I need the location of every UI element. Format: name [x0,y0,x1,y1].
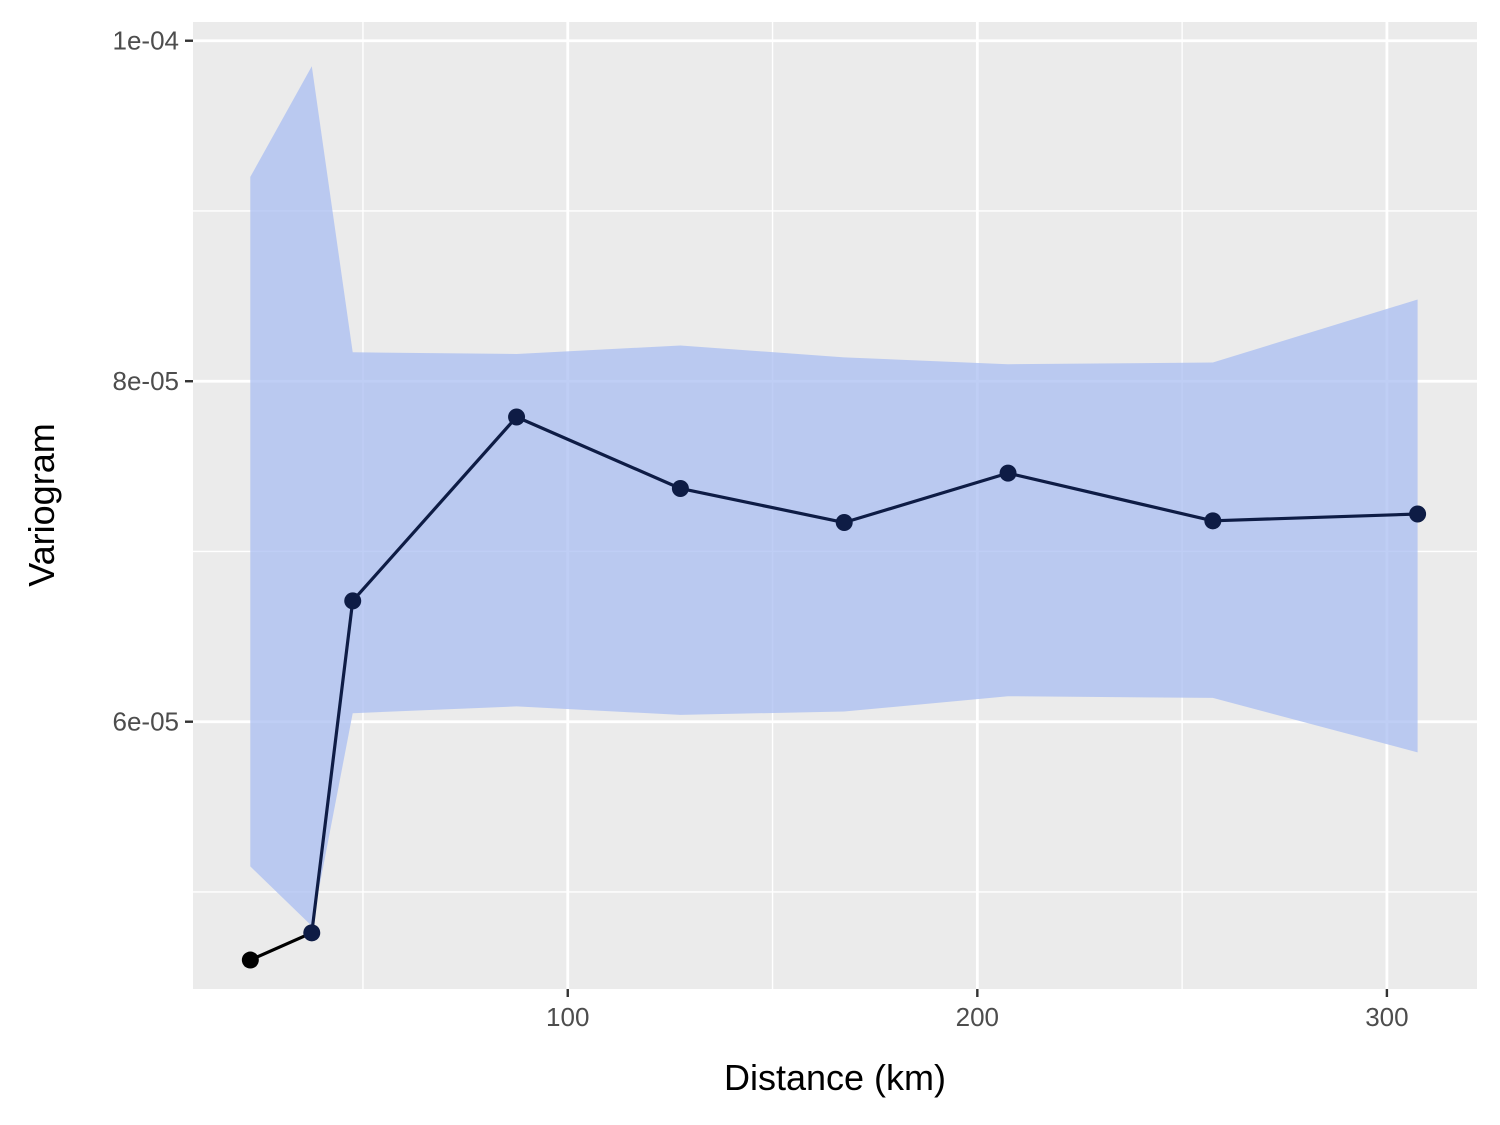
data-point [344,592,362,610]
data-point [671,479,689,497]
data-point [303,924,321,942]
data-point [835,514,853,532]
y-tick-label: 6e-05 [113,707,180,737]
x-tick-label: 100 [546,1002,589,1032]
data-point [508,408,526,426]
x-tick-label: 300 [1365,1002,1408,1032]
line-segment [248,931,314,962]
y-axis-title: Variogram [21,423,62,586]
x-axis: 100 200 300 [546,989,1409,1032]
y-axis: 6e-05 8e-05 1e-04 [113,26,193,737]
variogram-points [241,408,1427,969]
y-tick-label: 8e-05 [113,366,180,396]
data-point [1204,512,1222,530]
confidence-band-area [250,66,1418,927]
line-segment [842,471,1010,525]
x-tick-label: 200 [956,1002,999,1032]
line-segment [351,415,519,603]
confidence-band [250,66,1418,927]
data-point [241,951,259,969]
y-tick-label: 1e-04 [113,26,180,56]
line-segment [1006,471,1215,523]
data-point [1409,505,1427,523]
line-segment [1211,512,1420,523]
line-segment [514,415,682,491]
line-segment [310,599,355,935]
variogram-line [248,415,1420,962]
data-point [999,464,1017,482]
x-axis-title: Distance (km) [724,1057,946,1098]
line-segment [678,486,846,525]
